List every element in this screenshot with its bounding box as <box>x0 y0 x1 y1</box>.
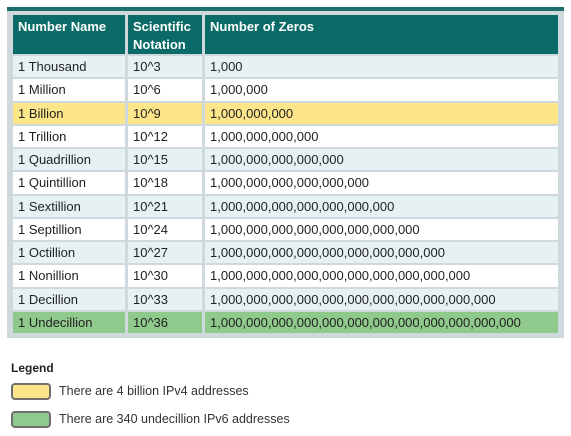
legend-item-ipv6: There are 340 undecillion IPv6 addresses <box>11 408 411 430</box>
cell-notation: 10^9 <box>128 102 202 124</box>
table-row: 1 Nonillion 10^30 1,000,000,000,000,000,… <box>13 265 558 287</box>
cell-notation: 10^36 <box>128 311 202 333</box>
cell-zeros: 1,000,000 <box>205 79 558 101</box>
cell-number-name: 1 Thousand <box>13 56 125 78</box>
table-row: 1 Quintillion 10^18 1,000,000,000,000,00… <box>13 172 558 194</box>
table-row: 1 Octillion 10^27 1,000,000,000,000,000,… <box>13 242 558 264</box>
cell-number-name: 1 Septillion <box>13 218 125 240</box>
legend-text-ipv4: There are 4 billion IPv4 addresses <box>59 384 249 398</box>
cell-notation: 10^30 <box>128 265 202 287</box>
cell-notation: 10^12 <box>128 125 202 147</box>
cell-notation: 10^6 <box>128 79 202 101</box>
cell-zeros: 1,000,000,000,000,000,000,000,000,000,00… <box>205 311 558 333</box>
cell-zeros: 1,000,000,000 <box>205 102 558 124</box>
cell-notation: 10^21 <box>128 195 202 217</box>
cell-number-name: 1 Octillion <box>13 242 125 264</box>
cell-zeros: 1,000,000,000,000,000,000,000,000,000,00… <box>205 288 558 310</box>
legend-swatch-ipv6 <box>11 410 51 428</box>
cell-notation: 10^18 <box>128 172 202 194</box>
header-scientific-notation: Scientific Notation <box>128 15 202 54</box>
table-row: 1 Sextillion 10^21 1,000,000,000,000,000… <box>13 195 558 217</box>
cell-notation: 10^15 <box>128 149 202 171</box>
cell-zeros: 1,000,000,000,000,000,000,000,000,000,00… <box>205 265 558 287</box>
cell-number-name: 1 Decillion <box>13 288 125 310</box>
cell-number-name: 1 Trillion <box>13 125 125 147</box>
cell-notation: 10^33 <box>128 288 202 310</box>
legend-item-ipv4: There are 4 billion IPv4 addresses <box>11 380 411 402</box>
cell-zeros: 1,000,000,000,000,000 <box>205 149 558 171</box>
header-number-of-zeros: Number of Zeros <box>205 15 558 54</box>
cell-number-name: 1 Undecillion <box>13 311 125 333</box>
cell-zeros: 1,000,000,000,000,000,000,000 <box>205 195 558 217</box>
cell-number-name: 1 Million <box>13 79 125 101</box>
table-row: 1 Million 10^6 1,000,000 <box>13 79 558 101</box>
legend-swatch-ipv4 <box>11 382 51 400</box>
cell-zeros: 1,000,000,000,000 <box>205 125 558 147</box>
table-header-row: Number Name Scientific Notation Number o… <box>13 15 558 54</box>
table-row: 1 Septillion 10^24 1,000,000,000,000,000… <box>13 218 558 240</box>
number-names-table: Number Name Scientific Notation Number o… <box>10 13 561 335</box>
cell-number-name: 1 Quadrillion <box>13 149 125 171</box>
cell-notation: 10^3 <box>128 56 202 78</box>
cell-notation: 10^27 <box>128 242 202 264</box>
cell-number-name: 1 Quintillion <box>13 172 125 194</box>
cell-zeros: 1,000,000,000,000,000,000 <box>205 172 558 194</box>
table-row: 1 Trillion 10^12 1,000,000,000,000 <box>13 125 558 147</box>
legend-title: Legend <box>11 361 54 375</box>
table-row-highlight-ipv4: 1 Billion 10^9 1,000,000,000 <box>13 102 558 124</box>
legend-text-ipv6: There are 340 undecillion IPv6 addresses <box>59 412 290 426</box>
legend: Legend There are 4 billion IPv4 addresse… <box>11 361 411 436</box>
table-row: 1 Quadrillion 10^15 1,000,000,000,000,00… <box>13 149 558 171</box>
header-number-name: Number Name <box>13 15 125 54</box>
number-names-table-frame: Number Name Scientific Notation Number o… <box>7 7 564 338</box>
cell-number-name: 1 Billion <box>13 102 125 124</box>
cell-zeros: 1,000 <box>205 56 558 78</box>
cell-number-name: 1 Nonillion <box>13 265 125 287</box>
cell-notation: 10^24 <box>128 218 202 240</box>
table-row-highlight-ipv6: 1 Undecillion 10^36 1,000,000,000,000,00… <box>13 311 558 333</box>
cell-number-name: 1 Sextillion <box>13 195 125 217</box>
table-row: 1 Decillion 10^33 1,000,000,000,000,000,… <box>13 288 558 310</box>
cell-zeros: 1,000,000,000,000,000,000,000,000,000 <box>205 242 558 264</box>
table-row: 1 Thousand 10^3 1,000 <box>13 56 558 78</box>
cell-zeros: 1,000,000,000,000,000,000,000,000 <box>205 218 558 240</box>
